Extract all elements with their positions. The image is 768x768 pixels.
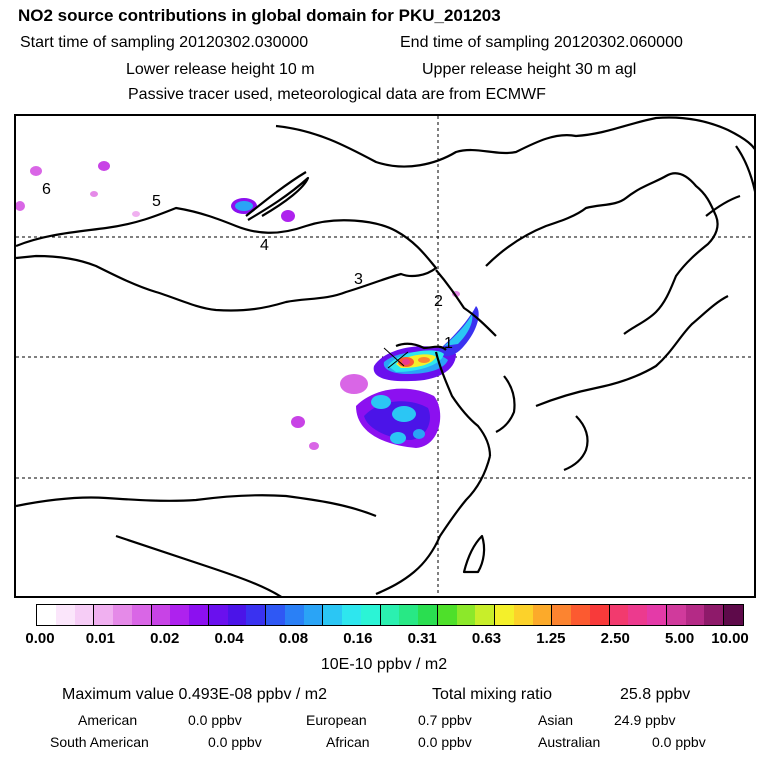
colorbar-tick-label: 0.02 [150,630,180,647]
plot-title: NO2 source contributions in global domai… [18,6,501,25]
colorbar-segment [342,605,361,625]
asian-value: 24.9 ppbv [614,712,676,728]
colorbar-segment [724,605,743,625]
colorbar-segment [647,605,667,625]
colorbar-tick-label: 1.25 [536,630,566,647]
region-label-6: 6 [42,181,51,198]
colorbar-segment [227,605,247,625]
colorbar-tick-label: 2.50 [600,630,630,647]
colorbar-segment [628,605,647,625]
colorbar-segment [666,605,686,625]
total-mixing-label: Total mixing ratio [432,686,553,703]
colorbar-segment [37,605,56,625]
upper-release-height: Upper release height 30 m agl [422,61,637,78]
colorbar-segment [323,605,342,625]
colorbar-segment [131,605,152,625]
max-value: Maximum value 0.493E-08 ppbv / m2 [62,686,328,703]
region-label-1: 1 [444,335,453,352]
colorbar-segment [475,605,495,625]
map-canvas: 1 2 3 4 5 6 [16,116,754,596]
colorbar-segment [552,605,571,625]
start-time: Start time of sampling 20120302.030000 [20,34,309,51]
colorbar-segment [74,605,95,625]
colorbar-tick-label: 0.63 [471,630,502,647]
colorbar-segment [360,605,381,625]
colorbar-tick-label: 0.01 [85,630,115,647]
colorbar-tick-label: 5.00 [665,630,695,647]
colorbar-segment [380,605,400,625]
colorbar-segment [532,605,553,625]
australian-label: Australian [538,734,601,750]
asian-label: Asian [538,712,574,728]
region-label-2: 2 [434,293,443,310]
colorbar-segment [246,605,266,625]
colorbar-segment [685,605,705,625]
lower-release-height: Lower release height 10 m [126,61,315,78]
colorbar-segment [609,605,629,625]
south-american-value: 0.0 ppbv [208,734,262,750]
american-label: American [78,712,138,728]
colorbar-segment [437,605,457,625]
tracer-note: Passive tracer used, meteorological data… [128,86,546,103]
region-label-3: 3 [354,271,363,288]
american-value: 0.0 ppbv [188,712,242,728]
colorbar-segment [94,605,113,625]
australian-value: 0.0 ppbv [652,734,706,750]
total-mixing-value: 25.8 ppbv [620,686,691,703]
colorbar-tick-label: 0.00 [25,630,55,647]
tracer-plume [16,161,479,450]
colorbar-segment [571,605,590,625]
colorbar-segment [399,605,418,625]
african-label: African [326,734,370,750]
colorbar-segment [266,605,285,625]
colorbar-unit: 10E-10 ppbv / m2 [320,656,448,673]
south-american-label: South American [50,734,149,750]
colorbar-tick-label: 0.31 [407,630,437,647]
colorbar-segment [495,605,514,625]
colorbar-tick-label: 0.04 [214,630,244,647]
colorbar-segment [284,605,304,625]
colorbar-segment [589,605,610,625]
colorbar-tick-label: 0.08 [278,630,309,647]
european-label: European [306,712,367,728]
african-value: 0.0 ppbv [418,734,472,750]
colorbar-segment [189,605,209,625]
region-label-5: 5 [152,193,161,210]
colorbar-segment [704,605,724,625]
end-time: End time of sampling 20120302.060000 [400,34,683,51]
colorbar-segment [418,605,438,625]
region-label-4: 4 [260,237,269,254]
colorbar-tick-label: 0.16 [343,630,373,647]
colorbar-segment [303,605,324,625]
colorbar-segment [113,605,132,625]
colorbar [36,604,744,626]
colorbar-segment [170,605,189,625]
colorbar-segment [208,605,228,625]
colorbar-segment [513,605,533,625]
colorbar-segment [55,605,75,625]
map-panel: 1 2 3 4 5 6 [14,114,756,598]
colorbar-segment [456,605,476,625]
european-value: 0.7 ppbv [418,712,472,728]
colorbar-tick-label: 10.00 [711,630,749,647]
colorbar-segment [151,605,171,625]
coastlines [16,116,754,596]
